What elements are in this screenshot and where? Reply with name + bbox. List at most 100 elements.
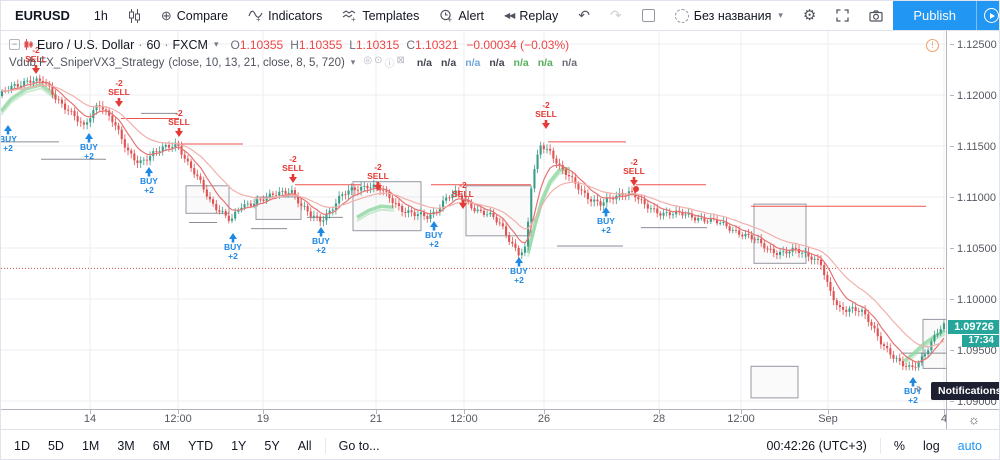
candlestick-chart-icon bbox=[128, 8, 141, 23]
percent-scale-button[interactable]: % bbox=[893, 438, 905, 453]
replay-icon: ◀◀ bbox=[504, 11, 515, 20]
alert-clock-icon: + bbox=[439, 9, 453, 23]
price-axis-label: 1.11000 bbox=[950, 192, 996, 204]
clock-timezone-button[interactable]: 00:42:26 (UTC+3) bbox=[766, 438, 867, 453]
indicator-name: Vdub FX_SniperVX3_Strategy bbox=[9, 56, 165, 69]
symbol-legend-row[interactable]: − Euro / U.S. Dollar · 60 · FXCM ▾ O1.10… bbox=[9, 37, 577, 52]
price-axis-label: 1.10500 bbox=[950, 243, 997, 255]
redo-button[interactable]: ↷ bbox=[600, 1, 632, 30]
undo-button[interactable]: ↶ bbox=[568, 1, 600, 30]
indicator-params: (close, 10, 13, 21, close, 8, 5, 720) bbox=[168, 56, 345, 69]
last-price-badge: 1.09726 bbox=[948, 319, 999, 334]
indicators-button[interactable]: + Indicators bbox=[238, 1, 332, 30]
range-button-5y[interactable]: 5Y bbox=[264, 438, 280, 453]
bottom-toolbar: 1D 5D 1M 3M 6M YTD 1Y 5Y All Go to... 00:42:26 (… bbox=[1, 429, 999, 459]
publish-idea-button[interactable] bbox=[976, 1, 999, 30]
auto-scale-button[interactable]: auto bbox=[957, 438, 982, 453]
snapshot-button[interactable] bbox=[859, 1, 893, 30]
svg-text:+2: +2 bbox=[908, 395, 918, 405]
delete-icon[interactable]: ⊠ bbox=[396, 55, 405, 66]
symbol-button[interactable]: EURUSD bbox=[15, 8, 70, 23]
svg-text:SELL: SELL bbox=[282, 163, 304, 173]
svg-text:SELL: SELL bbox=[367, 171, 389, 181]
svg-text:BUY: BUY bbox=[510, 266, 528, 276]
svg-text:BUY: BUY bbox=[1, 134, 17, 144]
range-button-1y[interactable]: 1Y bbox=[231, 438, 247, 453]
svg-text:+: + bbox=[256, 15, 261, 22]
price-axis-label: 1.12000 bbox=[950, 90, 997, 102]
chart-type-button[interactable] bbox=[118, 1, 151, 30]
data-warning-icon[interactable]: ! bbox=[926, 39, 939, 52]
goto-button[interactable]: Go to... bbox=[338, 438, 380, 453]
range-button-1m[interactable]: 1M bbox=[81, 438, 100, 453]
svg-text:-2: -2 bbox=[175, 108, 183, 118]
indicator-value: n/a bbox=[537, 56, 553, 69]
replay-button[interactable]: ◀◀ Replay bbox=[504, 8, 559, 23]
svg-text:SELL: SELL bbox=[168, 117, 190, 127]
publish-button[interactable]: Publish bbox=[893, 1, 976, 30]
layout-menu[interactable]: Без названия ▾ bbox=[665, 1, 793, 30]
compare-button[interactable]: ⊕ Compare bbox=[160, 8, 229, 23]
svg-text:SELL: SELL bbox=[25, 54, 47, 64]
range-button-1d[interactable]: 1D bbox=[14, 438, 30, 453]
range-button-3m[interactable]: 3M bbox=[117, 438, 135, 453]
svg-text:+2: +2 bbox=[601, 225, 611, 235]
svg-text:-2: -2 bbox=[630, 157, 638, 167]
buy-marker: BUY+2 bbox=[510, 257, 528, 285]
svg-text:BUY: BUY bbox=[140, 176, 158, 186]
indicator-value: n/a bbox=[513, 56, 529, 69]
settings-button[interactable]: ⚙ bbox=[793, 1, 826, 30]
range-button-all[interactable]: All bbox=[297, 438, 312, 453]
theme-sun-icon[interactable]: ☼ bbox=[968, 412, 980, 427]
indicator-legend-row[interactable]: Vdub FX_SniperVX3_Strategy (close, 10, 1… bbox=[9, 55, 577, 70]
axis-settings-corner[interactable]: ☼ bbox=[946, 409, 999, 429]
range-button-6m[interactable]: 6M bbox=[152, 438, 171, 453]
time-axis-label: 26 bbox=[537, 413, 551, 425]
interval-button[interactable]: 1h bbox=[93, 8, 108, 23]
indicators-icon: + bbox=[248, 9, 263, 22]
circle-icon[interactable]: ⊙ bbox=[374, 55, 383, 66]
buy-marker: BUY+2 bbox=[1, 125, 17, 153]
templates-button[interactable]: + Templates bbox=[332, 1, 429, 30]
legend-candle-icon bbox=[24, 39, 33, 50]
fullscreen-button[interactable] bbox=[826, 1, 859, 30]
templates-icon: + bbox=[342, 9, 357, 22]
price-axis-label: 1.11500 bbox=[950, 141, 996, 153]
range-button-5d[interactable]: 5D bbox=[47, 438, 64, 453]
indicator-value: n/a bbox=[441, 56, 457, 69]
time-axis-label: Sep bbox=[818, 413, 838, 425]
legend-collapse-icon[interactable]: − bbox=[9, 39, 20, 50]
svg-text:BUY: BUY bbox=[312, 236, 330, 246]
svg-text:SELL: SELL bbox=[535, 109, 557, 119]
svg-text:+2: +2 bbox=[316, 245, 326, 255]
info-icon[interactable]: ⓘ bbox=[384, 59, 395, 70]
svg-text:+2: +2 bbox=[144, 185, 154, 195]
price-axis-label: 1.09500 bbox=[950, 345, 997, 357]
svg-text:+2: +2 bbox=[84, 151, 94, 161]
time-axis[interactable]: 14 12:00 19 21 12:00 26 28 12:00 Sep 4 bbox=[1, 409, 947, 429]
svg-text:-2: -2 bbox=[115, 78, 123, 88]
log-scale-button[interactable]: log bbox=[922, 438, 940, 453]
time-axis-label: 12:00 bbox=[450, 413, 478, 425]
alert-button[interactable]: + Alert bbox=[429, 1, 494, 30]
camera-icon bbox=[869, 9, 883, 22]
chevron-down-icon: ▾ bbox=[778, 10, 783, 20]
details-panel-toggle[interactable] bbox=[632, 1, 665, 30]
symbol-exchange: FXCM bbox=[172, 37, 208, 52]
buy-marker: BUY+2 bbox=[140, 167, 158, 195]
svg-text:+2: +2 bbox=[429, 239, 439, 249]
buy-marker: BUY+2 bbox=[224, 233, 242, 261]
chart-legend: − Euro / U.S. Dollar · 60 · FXCM ▾ O1.10… bbox=[9, 37, 577, 70]
range-button-ytd[interactable]: YTD bbox=[188, 438, 214, 453]
price-axis[interactable]: 1.12500 1.12000 1.11500 1.11000 1.10500 1.100… bbox=[946, 31, 999, 409]
visibility-icon[interactable]: ◎ bbox=[363, 55, 373, 66]
price-axis-label: 1.10000 bbox=[950, 294, 997, 306]
